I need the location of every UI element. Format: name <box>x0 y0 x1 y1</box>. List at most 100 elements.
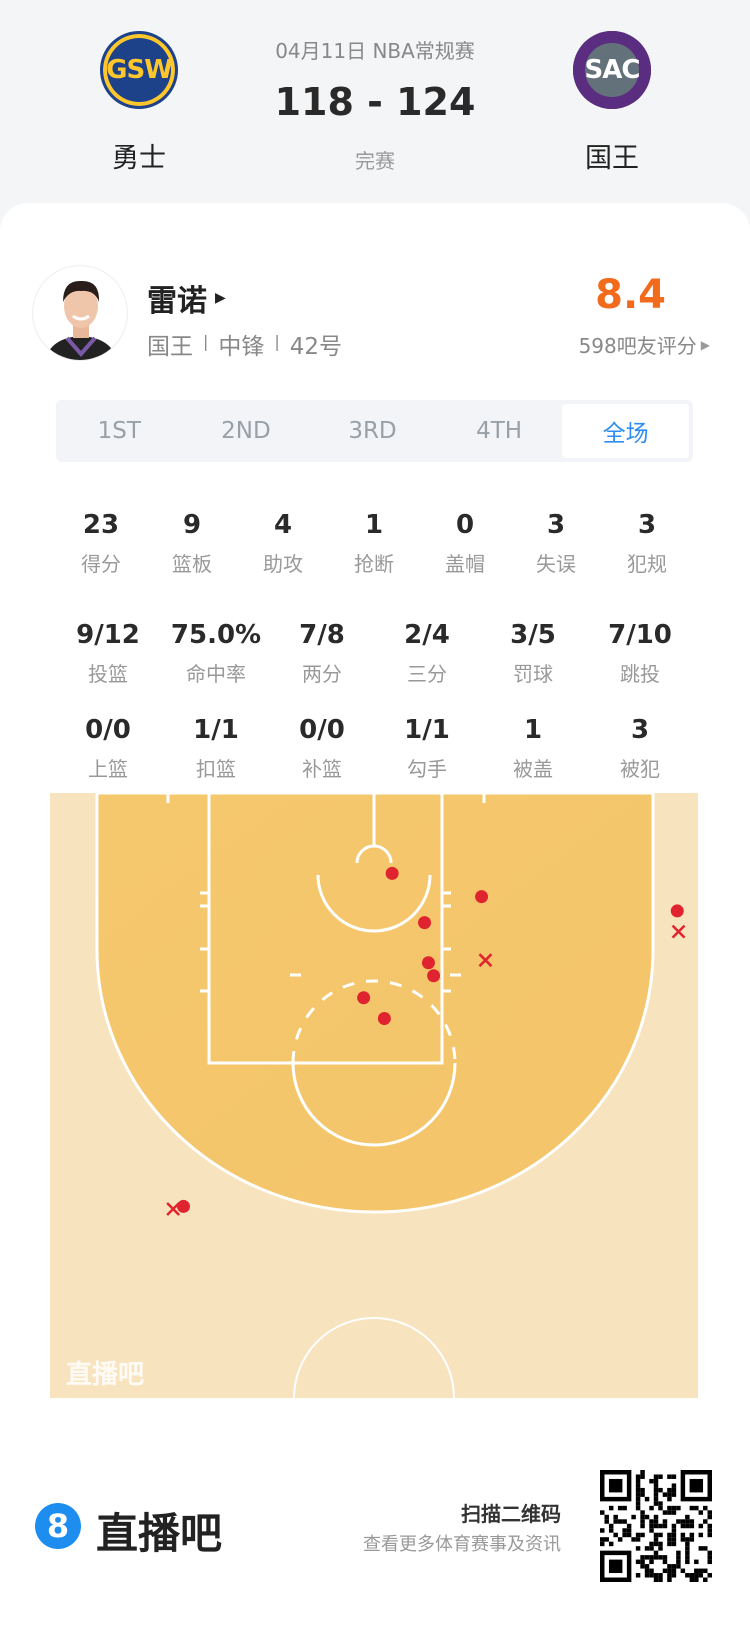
stat-item: 7/10 跳投 <box>585 620 695 687</box>
stat-item: 1 被盖 <box>478 715 588 782</box>
made-shot-marker <box>418 916 432 930</box>
stat-label: 补篮 <box>302 757 342 781</box>
stat-value: 1/1 <box>404 715 450 745</box>
stat-item: 9/12 投篮 <box>53 620 163 687</box>
made-shot-marker <box>357 991 371 1005</box>
stat-value: 3 <box>630 715 650 745</box>
stat-label: 失误 <box>536 552 576 576</box>
made-shot-marker <box>475 890 489 904</box>
match-status: 完赛 <box>355 149 395 173</box>
stat-value: 3/5 <box>510 620 556 650</box>
stat-item: 0/0 上篮 <box>53 715 163 782</box>
stat-label: 盖帽 <box>445 552 485 576</box>
stat-value: 3 <box>546 510 566 540</box>
made-shot-marker <box>421 956 435 970</box>
stat-value: 75.0% <box>170 620 262 650</box>
caret-right-icon: ▶ <box>215 290 226 306</box>
caret-right-icon: ▶ <box>700 337 710 352</box>
stat-value: 0 <box>455 510 475 540</box>
stat-item: 23 得分 <box>46 510 156 577</box>
missed-shot-marker <box>671 924 686 939</box>
stat-value: 2/4 <box>404 620 450 650</box>
stat-item: 1/1 扣篮 <box>161 715 271 782</box>
restricted-arc <box>316 874 432 933</box>
player-team: 国王 <box>147 334 193 360</box>
player-name: 雷诺 <box>147 284 207 319</box>
period-tabs: 1ST 2ND 3RD 4TH 全场 <box>56 400 693 462</box>
stat-item: 3 失误 <box>501 510 611 577</box>
stat-item: 1 抢断 <box>319 510 429 577</box>
free-throw-circle-lower <box>291 1062 457 1147</box>
tab-4th[interactable]: 4TH <box>476 418 523 444</box>
stat-label: 罚球 <box>513 662 553 686</box>
three-point-line <box>95 791 655 1214</box>
stat-label: 助攻 <box>263 552 303 576</box>
stat-item: 3 被犯 <box>585 715 695 782</box>
player-avatar[interactable] <box>32 265 128 361</box>
player-name-link[interactable]: 雷诺 ▶ <box>147 276 226 320</box>
free-throw-circle-upper <box>291 979 457 1064</box>
stat-value: 1 <box>523 715 543 745</box>
stat-item: 9 篮板 <box>137 510 247 577</box>
stat-label: 三分 <box>407 662 447 686</box>
player-number: 42号 <box>289 334 343 360</box>
stat-value: 0/0 <box>85 715 131 745</box>
stat-label: 命中率 <box>186 662 246 686</box>
stat-value: 0/0 <box>299 715 345 745</box>
player-rating: 8.4 <box>595 272 666 318</box>
made-shot-marker <box>385 866 399 880</box>
stat-item: 75.0% 命中率 <box>161 620 271 687</box>
stat-item: 1/1 勾手 <box>372 715 482 782</box>
sac-team-logo[interactable]: SAC <box>573 31 651 109</box>
paint-lane <box>207 791 444 1065</box>
stat-label: 篮板 <box>172 552 212 576</box>
rating-count-link[interactable]: 598吧友评分 ▶ <box>579 330 710 359</box>
tab-3rd[interactable]: 3RD <box>348 418 397 444</box>
stat-value: 23 <box>82 510 120 540</box>
away-team-name[interactable]: 国王 <box>585 143 639 174</box>
stat-item: 2/4 三分 <box>372 620 482 687</box>
stat-label: 被盖 <box>513 757 553 781</box>
stat-value: 4 <box>273 510 293 540</box>
tab-2nd[interactable]: 2ND <box>221 418 271 444</box>
stat-item: 0/0 补篮 <box>267 715 377 782</box>
brand-name: 直播吧 <box>96 1509 223 1558</box>
stat-value: 9/12 <box>76 620 140 650</box>
shot-chart: 直播吧 <box>50 791 698 1399</box>
stat-item: 4 助攻 <box>228 510 338 577</box>
stat-label: 犯规 <box>627 552 667 576</box>
match-score: 118 - 124 <box>274 80 476 124</box>
stat-value: 9 <box>182 510 202 540</box>
gsw-team-logo[interactable]: GSW <box>100 31 178 109</box>
stat-label: 投篮 <box>88 662 128 686</box>
missed-shot-marker <box>166 1202 181 1216</box>
stat-label: 被犯 <box>620 757 660 781</box>
made-shot-marker <box>427 969 441 983</box>
tab-full-game[interactable]: 全场 <box>562 404 689 458</box>
center-circle <box>293 1317 455 1399</box>
made-shot-marker <box>377 1012 391 1026</box>
stat-item: 7/8 两分 <box>267 620 377 687</box>
qr-code-icon[interactable] <box>600 1470 712 1582</box>
missed-shot-marker <box>478 953 493 968</box>
stat-value: 7/8 <box>299 620 345 650</box>
stat-value: 1 <box>364 510 384 540</box>
player-position: 中锋 <box>218 334 265 360</box>
stat-item: 3/5 罚球 <box>478 620 588 687</box>
stat-value: 3 <box>637 510 657 540</box>
player-info: 国王 | 中锋 | 42号 <box>147 327 342 361</box>
player-photo-icon <box>45 280 117 360</box>
match-date-league: 04月11日 NBA常规赛 <box>275 39 475 63</box>
stat-item: 3 犯规 <box>592 510 702 577</box>
stat-label: 跳投 <box>620 662 660 686</box>
more-info-label: 查看更多体育赛事及资讯 <box>363 1534 561 1555</box>
court-watermark: 直播吧 <box>66 1360 144 1390</box>
stat-label: 得分 <box>81 552 121 576</box>
stat-item: 0 盖帽 <box>410 510 520 577</box>
tab-1st[interactable]: 1ST <box>97 418 141 444</box>
scan-qr-label: 扫描二维码 <box>461 1502 561 1526</box>
stat-label: 扣篮 <box>196 757 236 781</box>
brand-logo-icon: 8 <box>35 1503 81 1549</box>
home-team-name[interactable]: 勇士 <box>112 143 166 174</box>
stat-label: 抢断 <box>354 552 394 576</box>
